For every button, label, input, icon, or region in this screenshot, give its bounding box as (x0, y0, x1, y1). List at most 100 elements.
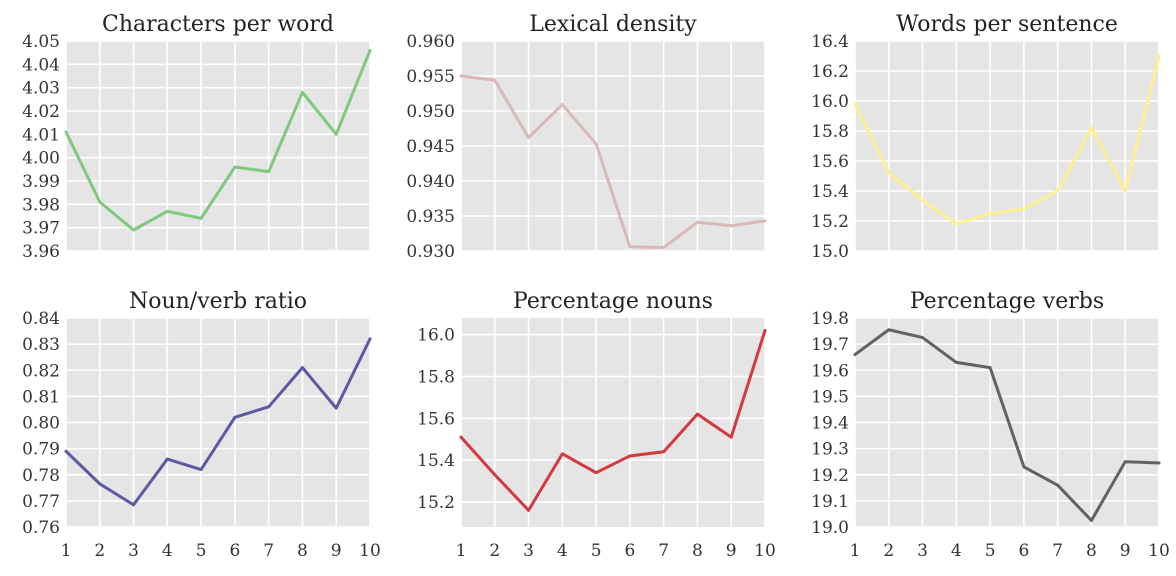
data-point (368, 48, 372, 52)
panel-characters-per-word: 3.96 3.97 3.98 3.99 4.00 4.01 4.02 4.03 4.04 4.05… (22, 12, 372, 262)
y-tick-label: 3.98 (22, 195, 60, 215)
data-point (301, 90, 304, 94)
series-line-percentage-nouns (459, 329, 767, 512)
x-tick-label: 2 (94, 541, 105, 561)
data-point (132, 228, 135, 232)
data-point (763, 219, 767, 223)
y-tick-label: 0.81 (22, 387, 60, 407)
x-tick-label: 3 (128, 541, 139, 561)
y-tick-label: 19.1 (811, 492, 849, 512)
x-tick-label: 5 (591, 541, 602, 561)
data-point (64, 449, 68, 453)
y-tick-label: 15.4 (811, 182, 849, 202)
y-tick-label: 0.79 (22, 440, 60, 460)
data-point (527, 136, 530, 140)
y-tick-label: 0.955 (406, 67, 455, 87)
data-point (1090, 126, 1093, 130)
plot-background (855, 41, 1159, 251)
data-point (988, 366, 992, 370)
y-tick-label: 3.96 (22, 242, 60, 262)
data-point (1123, 189, 1127, 193)
data-point (459, 74, 463, 78)
data-point (199, 216, 203, 220)
y-tick-label: 16.0 (811, 92, 849, 112)
y-tick-label: 4.01 (22, 125, 60, 145)
y-tick-label: 0.78 (22, 466, 60, 486)
y-tick-label: 15.6 (811, 152, 849, 172)
x-tick-label: 6 (624, 541, 635, 561)
plot-background (66, 41, 370, 251)
data-point (1090, 519, 1093, 522)
data-point (98, 482, 102, 486)
x-tick-label: 8 (1086, 541, 1097, 561)
y-tick-label: 4.05 (22, 32, 60, 52)
y-tick-label: 0.80 (22, 414, 60, 434)
series-line-characters-per-word (64, 48, 372, 232)
data-point (1157, 461, 1161, 465)
data-point (628, 454, 632, 458)
data-point (334, 132, 338, 136)
data-point (301, 366, 304, 370)
y-tick-label: 0.945 (406, 137, 455, 157)
data-point (954, 222, 958, 226)
x-tick-label: 2 (489, 541, 500, 561)
y-tick-label: 19.6 (811, 361, 849, 381)
data-point (763, 329, 767, 332)
data-point (165, 457, 169, 461)
data-point (921, 336, 924, 339)
data-point (267, 170, 271, 174)
data-point (1022, 465, 1026, 469)
y-tick-label: 4.02 (22, 102, 60, 122)
x-tick-label: 4 (557, 541, 568, 561)
data-point (729, 435, 733, 439)
data-point (233, 415, 237, 419)
y-tick-label: 4.00 (22, 149, 60, 169)
y-tick-label: 15.8 (417, 368, 455, 388)
panel-title: Noun/verb ratio (129, 289, 307, 314)
data-point (594, 471, 598, 475)
data-point (493, 78, 497, 82)
data-point (98, 200, 102, 204)
data-point (887, 328, 891, 332)
data-point (132, 503, 135, 507)
panel-title: Lexical density (529, 12, 697, 37)
data-point (954, 361, 958, 364)
y-tick-label: 0.77 (22, 492, 60, 512)
data-point (662, 450, 666, 454)
data-point (853, 353, 857, 356)
y-tick-label: 16.0 (417, 326, 455, 346)
data-point (594, 142, 598, 146)
data-point (64, 130, 68, 134)
panel-lexical-density: 0.930 0.935 0.940 0.945 0.950 0.955 0.960 Lexic… (406, 12, 767, 262)
series-line-lexical-density (459, 74, 767, 249)
x-tick-label: 1 (61, 541, 72, 561)
x-tick-label: 2 (883, 541, 894, 561)
x-tick-label: 3 (523, 541, 534, 561)
x-tick-label: 1 (456, 541, 467, 561)
data-point (199, 468, 203, 471)
data-point (628, 245, 632, 249)
x-tick-label: 9 (331, 541, 342, 561)
y-tick-label: 15.0 (811, 242, 849, 262)
data-point (988, 212, 992, 215)
panel-title: Characters per word (102, 12, 334, 37)
x-tick-label: 1 (850, 541, 861, 561)
y-tick-label: 0.940 (406, 172, 455, 192)
x-tick-label: 5 (196, 541, 207, 561)
data-point (368, 337, 372, 341)
data-point (696, 412, 699, 416)
y-tick-label: 19.5 (811, 387, 849, 407)
panel-noun-verb-ratio: 0.76 0.77 0.78 0.79 0.80 0.81 0.82 0.83 0.84 1 2 3 4… (22, 289, 381, 561)
x-tick-label: 7 (1052, 541, 1063, 561)
x-tick-label: 8 (297, 541, 308, 561)
y-tick-label: 0.930 (406, 242, 455, 262)
x-tick-label: 10 (359, 541, 381, 561)
data-point (696, 220, 699, 224)
y-tick-label: 15.6 (417, 409, 455, 429)
data-point (921, 198, 924, 202)
y-tick-label: 3.97 (22, 219, 60, 239)
y-tick-label: 16.4 (811, 32, 849, 52)
data-point (1056, 483, 1060, 487)
panel-words-per-sentence: 15.0 15.2 15.4 15.6 15.8 16.0 16.2 16.4 Words pe… (811, 12, 1161, 262)
